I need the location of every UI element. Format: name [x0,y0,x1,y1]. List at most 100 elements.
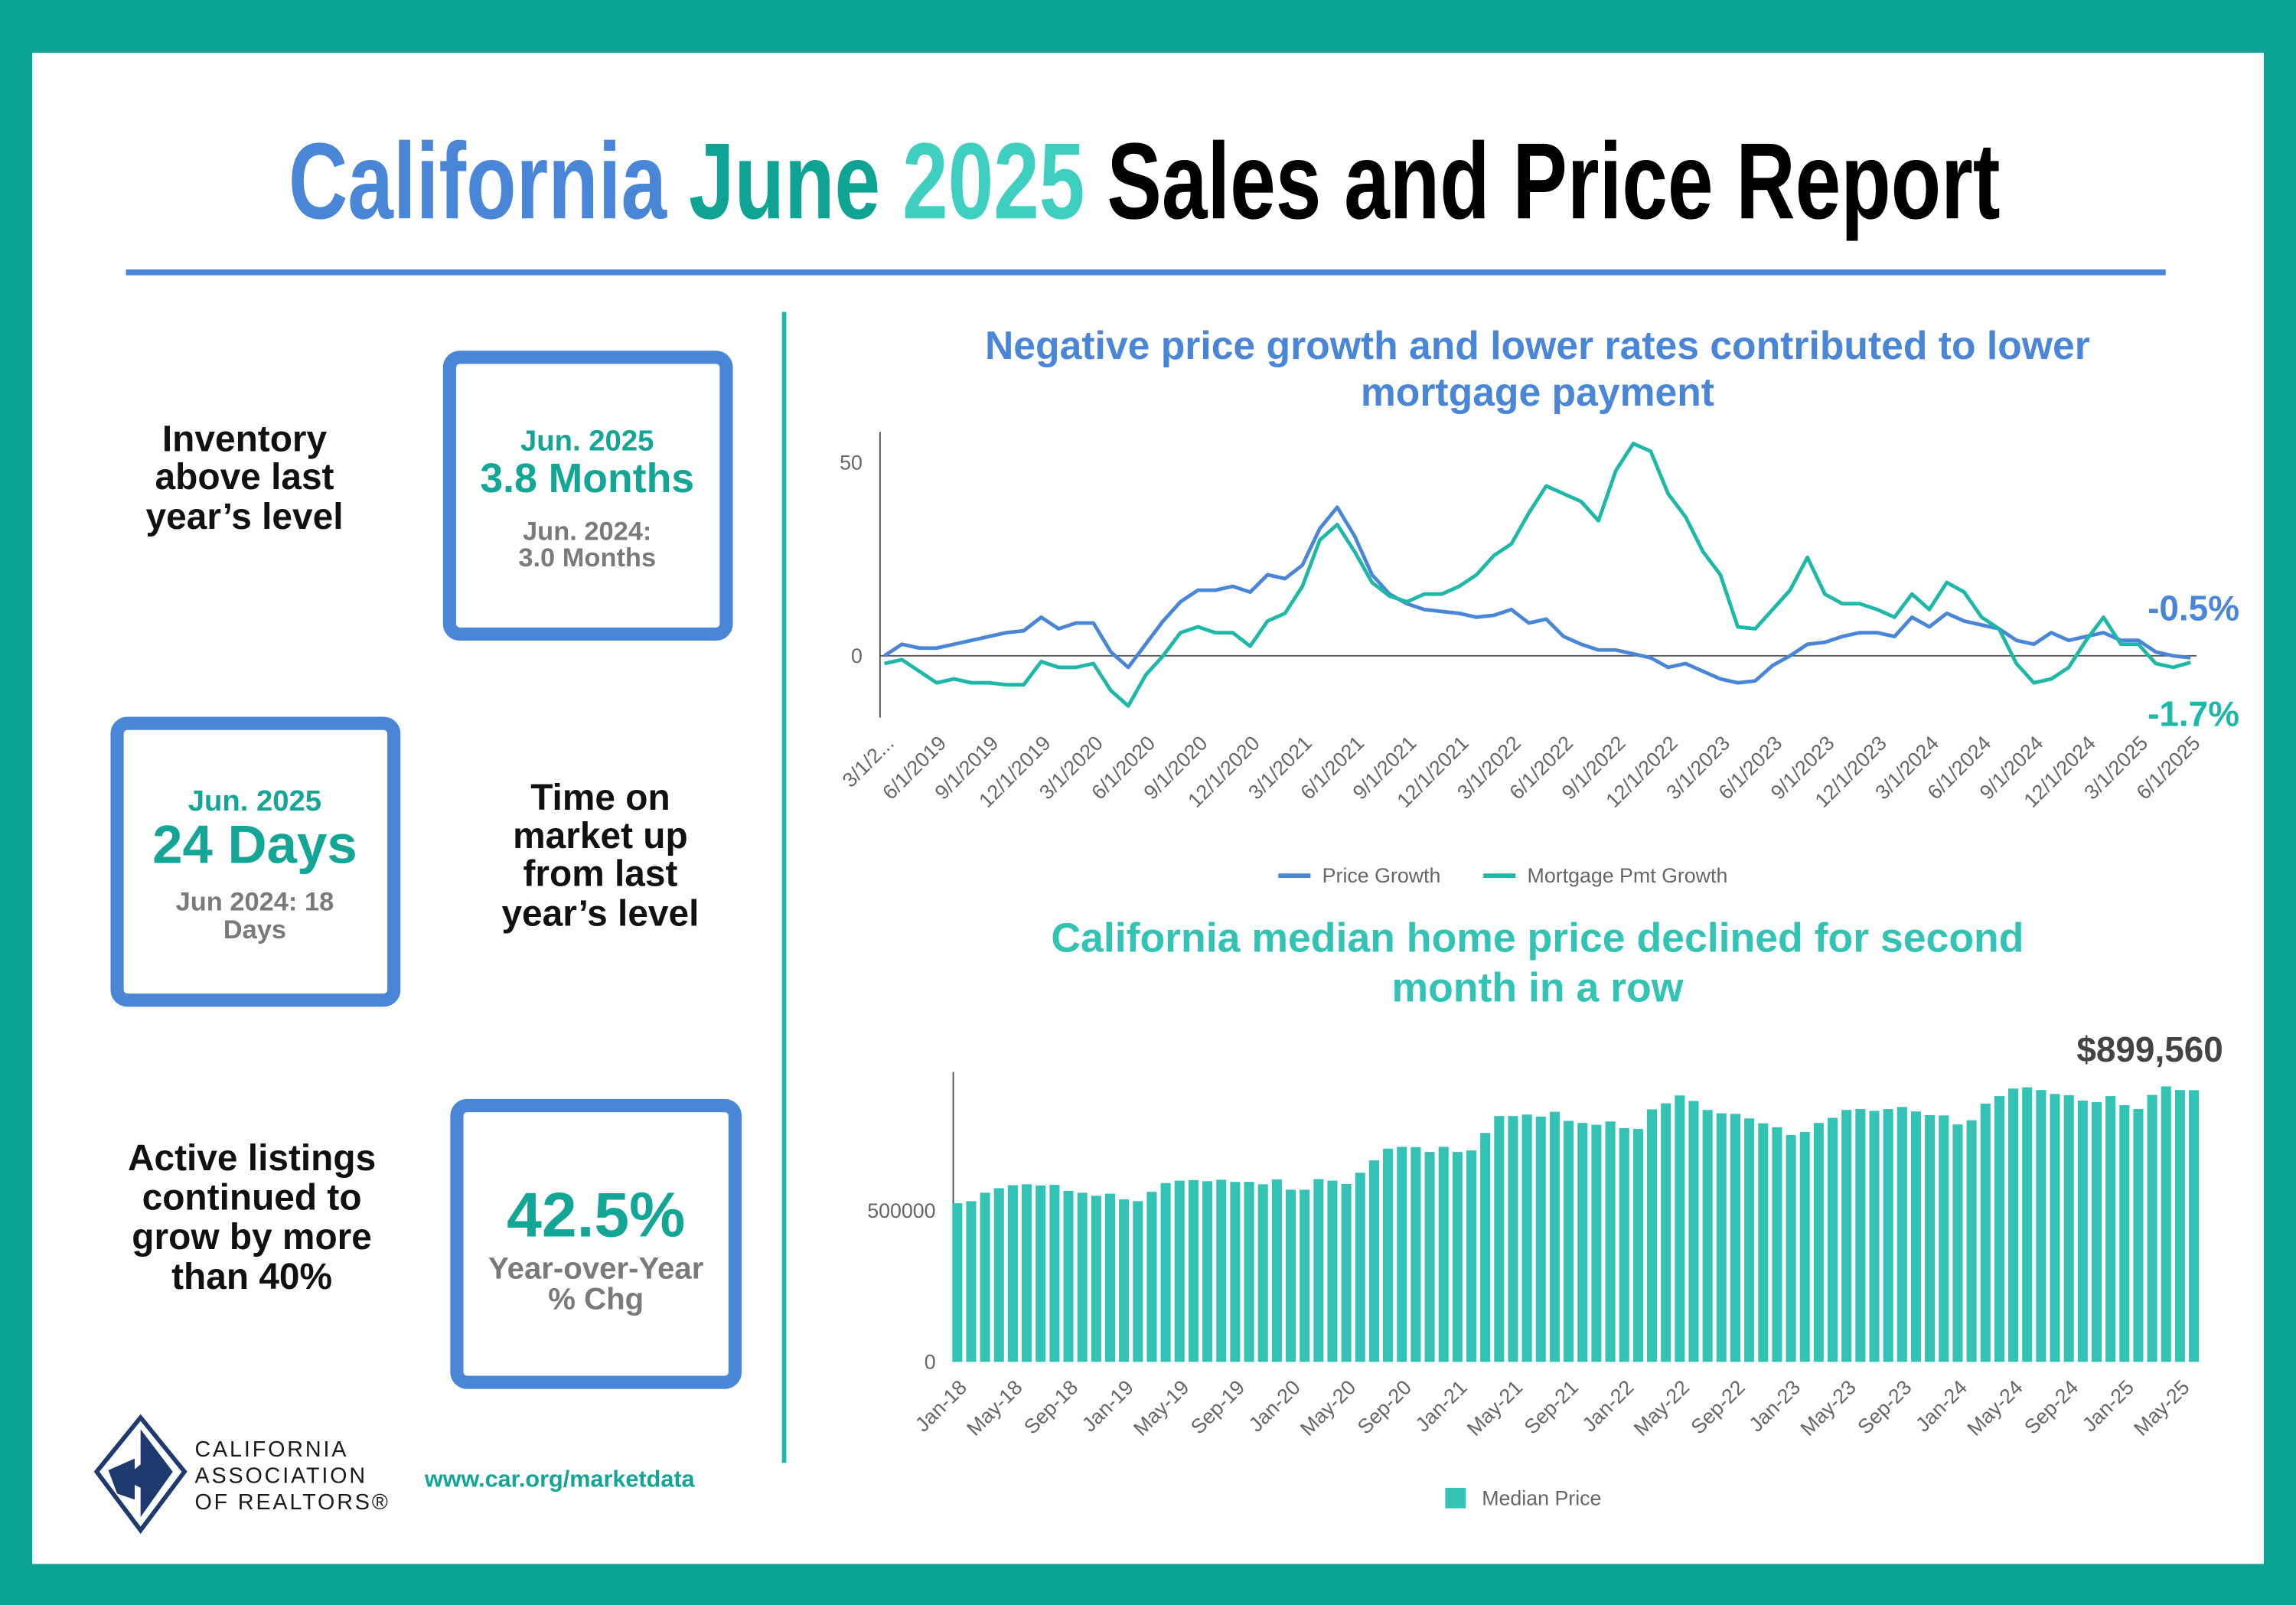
stat-value: 42.5% [507,1181,685,1251]
bar [1063,1190,1074,1362]
bar [1007,1185,1018,1362]
bar [1174,1180,1185,1362]
stat-description: year’s level [501,893,699,934]
bar [1091,1196,1101,1362]
legend-label: Median Price [1482,1486,1601,1509]
bar [1133,1201,1143,1362]
page-title: CaliforniaJune2025Sales and Price Report [289,121,2001,242]
title-part: Sales and Price Report [1107,121,2000,242]
bar [993,1188,1004,1362]
bar [1939,1115,1949,1362]
bar [1271,1179,1282,1362]
bar [1675,1095,1685,1362]
stat-description: from last [523,854,677,895]
bar [1216,1179,1227,1362]
stat-description: continued to [142,1178,362,1218]
bar [1980,1103,1991,1362]
footer-url[interactable]: www.car.org/marketdata [424,1466,696,1492]
chart-title: California median home price declined fo… [1051,915,2024,1010]
bar [1632,1129,1643,1362]
bar [1688,1101,1699,1362]
stat-description: than 40% [171,1257,332,1297]
y-tick-label: 500000 [867,1199,935,1222]
stat-comparison: Year-over-Year [488,1251,704,1285]
bar [1896,1107,1907,1362]
bar [1160,1183,1171,1362]
bar [1300,1189,1310,1362]
bar [1744,1118,1755,1362]
bar [1494,1116,1505,1362]
stat-description: Time on [530,778,670,818]
bar [1077,1192,1088,1362]
bar [1202,1181,1213,1362]
stat-description: Inventory [162,419,328,459]
stat-description: year’s level [146,497,344,537]
bar [1549,1111,1560,1362]
bar [2189,1090,2200,1362]
stat-period: Jun. 2025 [520,424,654,457]
bar [966,1201,977,1362]
bar [2105,1096,2116,1362]
bar [1146,1192,1157,1362]
bar [1646,1109,1658,1362]
bar [1480,1133,1491,1362]
bar [1869,1111,1880,1362]
bar [1438,1147,1449,1362]
bar [1535,1116,1546,1362]
bar [1313,1179,1324,1362]
bar [1119,1199,1130,1362]
value-label: -1.7% [2148,693,2239,733]
stat-comparison: Jun 2024: 18 [176,888,334,917]
bar [1702,1110,1713,1362]
bar [1230,1182,1241,1362]
title-part: June [689,121,880,242]
bar [1341,1183,1352,1362]
bar [1828,1117,1838,1362]
bar [1730,1114,1740,1362]
bar [1285,1189,1296,1362]
bar [2119,1104,2130,1362]
logo-mark [93,1414,188,1535]
stat-box [110,716,401,1007]
bar [1049,1185,1060,1362]
bar [1994,1096,2004,1362]
value-label: -0.5% [2148,588,2239,628]
bar [1758,1123,1769,1362]
line-series [884,442,2191,708]
bar [1368,1160,1379,1362]
bar [2036,1090,2047,1362]
bar [1424,1152,1435,1362]
bar [2133,1109,2144,1362]
bar [1661,1103,1671,1362]
bar [1104,1193,1116,1362]
stat-comparison: 3.0 Months [518,543,656,573]
stat-description: above last [155,457,334,497]
bar [1188,1179,1199,1362]
title-part: 2025 [902,121,1084,242]
bar [1466,1150,1477,1362]
bar [1855,1109,1866,1362]
bar [1799,1132,1810,1362]
stat-box [450,1098,742,1389]
bar [1966,1120,1977,1362]
bar [1952,1124,1963,1362]
line-series [883,505,2191,685]
bar [2077,1101,2088,1362]
bar [1397,1147,1407,1362]
bar [2174,1090,2185,1362]
bar [1772,1127,1782,1362]
legend-label: Mortgage Pmt Growth [1528,864,1728,887]
bar [2008,1088,2019,1362]
stat-description: grow by more [132,1217,372,1258]
title-rule [126,269,2166,276]
logo-text: CALIFORNIA [194,1437,348,1462]
bar [1508,1116,1518,1362]
logo-text: ASSOCIATION [194,1464,367,1489]
bar [1383,1148,1394,1362]
stat-description: Active listings [128,1138,376,1179]
bar [1521,1114,1532,1362]
bar [1716,1113,1727,1362]
title-part: California [289,121,667,242]
